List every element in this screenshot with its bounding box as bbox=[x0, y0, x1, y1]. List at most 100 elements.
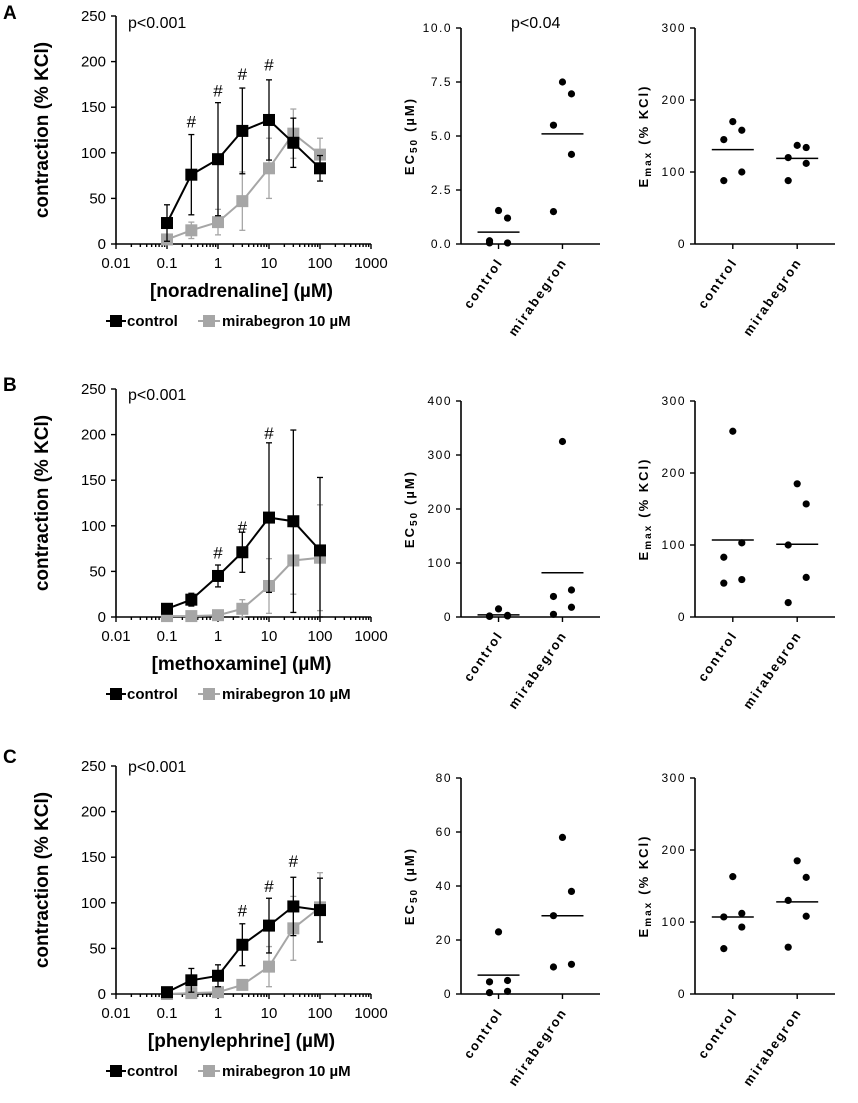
data-point bbox=[793, 857, 801, 865]
legend: control mirabegron 10 µM bbox=[106, 1063, 351, 1080]
data-point bbox=[287, 136, 300, 149]
y-axis-title-main: E bbox=[636, 177, 651, 188]
x-tick-label: 0.01 bbox=[101, 255, 130, 272]
legend-label-control: control bbox=[127, 686, 178, 703]
y-tick-label: 50 bbox=[89, 940, 106, 957]
y-axis-title-unit: (µM) bbox=[402, 470, 417, 505]
y-tick-label: 200 bbox=[81, 804, 106, 821]
y-axis-title: Emax (% KCl) bbox=[636, 85, 654, 188]
y-tick-label: 100 bbox=[81, 895, 106, 912]
x-tick-label: 0.01 bbox=[101, 1005, 130, 1022]
data-point bbox=[494, 605, 503, 613]
x-tick-label: 0.1 bbox=[157, 1005, 178, 1022]
y-axis-title-sub: max bbox=[643, 151, 654, 177]
y-tick-label: 60 bbox=[436, 825, 452, 839]
y-axis-title-main: EC bbox=[402, 526, 417, 548]
y-tick-label: 100 bbox=[427, 556, 452, 570]
data-point bbox=[161, 986, 173, 999]
emax-dot-plot: 0 100 200 300 Emax (% KCl) control mirabegron bbox=[636, 394, 835, 712]
significance-marker: # bbox=[264, 424, 274, 443]
y-axis-title-sub: max bbox=[643, 524, 654, 550]
data-point bbox=[212, 969, 224, 982]
data-point bbox=[793, 141, 801, 149]
category-label-mirabegron: mirabegron bbox=[505, 1005, 570, 1089]
legend-marker-control bbox=[110, 315, 122, 327]
y-tick-label: 5.0 bbox=[431, 129, 452, 143]
y-tick-label: 0 bbox=[678, 610, 686, 624]
y-axis-title-main: EC bbox=[402, 903, 417, 925]
emax-dot-plot: 0 100 200 300 Emax (% KCl) control mirabegron bbox=[636, 771, 835, 1089]
data-point bbox=[503, 239, 512, 247]
x-tick-label: 1 bbox=[214, 1005, 222, 1022]
data-point bbox=[503, 214, 512, 222]
category-label-control: control bbox=[460, 628, 506, 684]
significance-marker: # bbox=[289, 852, 299, 871]
legend-label-control: control bbox=[127, 313, 178, 330]
significance-marker: # bbox=[213, 81, 223, 100]
concentration-response-chart: 0 50 100 150 200 250 0.01 0.1 1 10 100 1000 contract… bbox=[32, 8, 388, 330]
data-point bbox=[784, 154, 792, 162]
category-label-mirabegron: mirabegron bbox=[505, 628, 570, 712]
y-tick-label: 0 bbox=[678, 237, 686, 251]
y-axis-title: contraction (% KCl) bbox=[32, 792, 53, 968]
y-tick-label: 80 bbox=[436, 771, 452, 785]
data-point bbox=[720, 553, 728, 561]
data-point bbox=[729, 118, 737, 126]
y-tick-label: 400 bbox=[427, 394, 452, 408]
data-point bbox=[503, 987, 512, 995]
y-tick-label: 300 bbox=[427, 448, 452, 462]
data-point bbox=[161, 602, 173, 615]
data-point bbox=[212, 216, 224, 229]
y-tick-label: 0 bbox=[98, 986, 106, 1003]
data-point bbox=[738, 923, 746, 931]
series-control bbox=[161, 79, 326, 242]
legend-marker-mirabegron bbox=[203, 1065, 215, 1077]
legend-label-mirabegron: mirabegron 10 µM bbox=[222, 1063, 351, 1080]
data-point bbox=[185, 224, 198, 237]
y-tick-label: 0 bbox=[678, 987, 686, 1001]
ec50-dot-plot: 0 100 200 300 400 EC50 (µM) control mirabegron bbox=[402, 394, 600, 712]
data-point bbox=[236, 978, 249, 991]
y-tick-label: 150 bbox=[81, 849, 106, 866]
data-point bbox=[236, 546, 249, 559]
y-tick-label: 200 bbox=[81, 54, 106, 71]
data-point bbox=[738, 168, 746, 176]
data-point bbox=[212, 986, 224, 999]
data-point bbox=[793, 480, 801, 488]
data-point bbox=[236, 195, 249, 208]
y-axis-title: Emax (% KCl) bbox=[636, 835, 654, 938]
y-tick-label: 300 bbox=[661, 394, 686, 408]
y-tick-label: 100 bbox=[661, 165, 686, 179]
y-tick-label: 40 bbox=[436, 879, 452, 893]
y-axis-title-unit: (% KCl) bbox=[636, 458, 651, 518]
data-point bbox=[567, 90, 576, 98]
x-tick-label: 100 bbox=[307, 1005, 332, 1022]
legend-marker-mirabegron bbox=[203, 688, 215, 700]
data-point bbox=[212, 569, 224, 582]
data-point bbox=[287, 515, 300, 528]
data-point bbox=[263, 162, 275, 175]
panel-letter: B bbox=[3, 375, 17, 396]
category-label-mirabegron: mirabegron bbox=[740, 1005, 805, 1089]
x-axis-title: [noradrenaline] (µM) bbox=[150, 281, 333, 302]
y-tick-label: 0 bbox=[444, 987, 452, 1001]
p-value-label: p<0.001 bbox=[128, 15, 186, 32]
category-label-mirabegron: mirabegron bbox=[740, 628, 805, 712]
x-tick-label: 1 bbox=[214, 628, 222, 645]
ec50-dot-plot: 0 20 40 60 80 EC50 (µM) control mirabegron bbox=[402, 771, 600, 1089]
y-axis-title: contraction (% KCl) bbox=[32, 415, 53, 591]
x-tick-label: 1 bbox=[214, 255, 222, 272]
data-point bbox=[802, 912, 810, 920]
legend: control mirabegron 10 µM bbox=[106, 686, 351, 703]
data-point bbox=[503, 976, 512, 985]
data-point bbox=[567, 960, 576, 968]
significance-marker: # bbox=[264, 877, 274, 896]
x-axis-title: [methoxamine] (µM) bbox=[152, 654, 332, 675]
legend-marker-mirabegron bbox=[203, 315, 215, 327]
y-tick-label: 250 bbox=[81, 8, 106, 25]
data-point bbox=[485, 989, 494, 997]
data-point bbox=[494, 928, 503, 936]
y-axis-title-sub: 50 bbox=[409, 888, 420, 903]
x-tick-label: 10 bbox=[261, 1005, 278, 1022]
